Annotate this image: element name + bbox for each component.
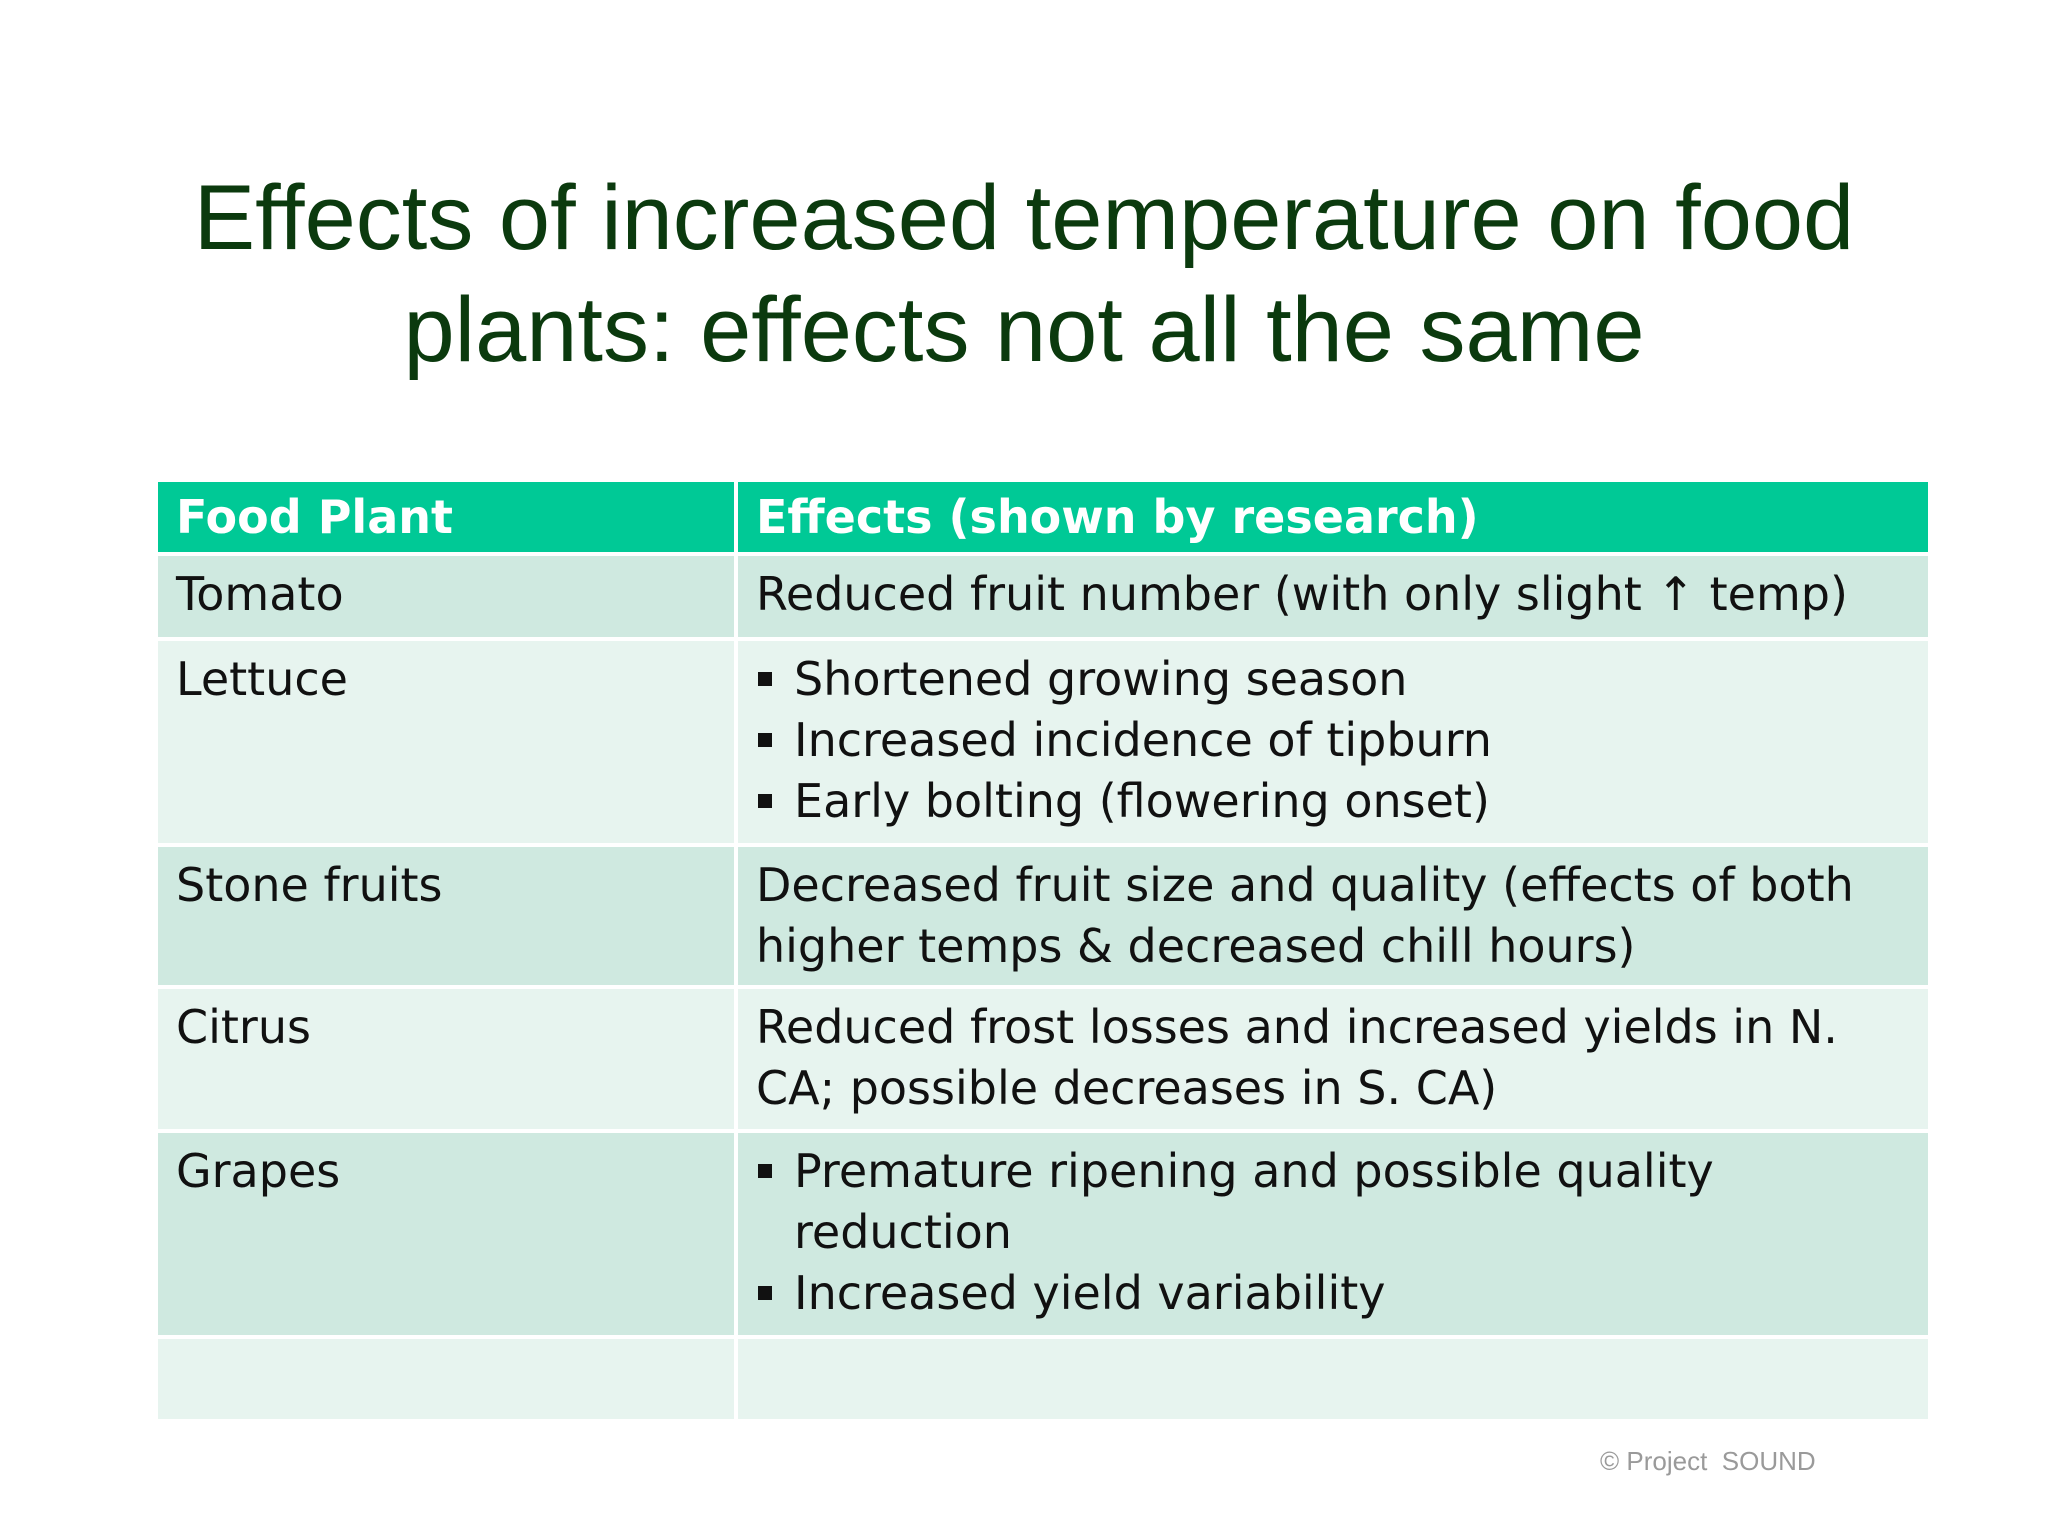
square-bullet-icon <box>758 1286 772 1300</box>
effect-cell: Shortened growing season Increased incid… <box>734 637 1932 847</box>
title-line-1: Effects of increased temperature on food <box>193 167 1855 269</box>
empty-cell <box>154 1335 738 1423</box>
table-row: Citrus Reduced frost losses and increase… <box>154 985 1932 1133</box>
header-food-plant: Food Plant <box>154 478 738 556</box>
plant-cell: Lettuce <box>154 637 738 847</box>
slide-title: Effects of increased temperature on food… <box>150 162 1898 386</box>
table-row: Stone fruits Decreased fruit size and qu… <box>154 843 1932 989</box>
effect-cell: Reduced fruit number (with only slight ↑… <box>734 552 1932 641</box>
plant-cell: Citrus <box>154 985 738 1133</box>
effect-cell: Reduced frost losses and increased yield… <box>734 985 1932 1133</box>
square-bullet-icon <box>758 672 772 686</box>
empty-cell <box>734 1335 1932 1423</box>
list-item: Increased incidence of tipburn <box>756 710 1910 771</box>
header-effects: Effects (shown by research) <box>734 478 1932 556</box>
table-row: Grapes Premature ripening and possible q… <box>154 1129 1932 1339</box>
list-item: Early bolting (flowering onset) <box>756 771 1910 832</box>
title-line-2: plants: effects not all the same <box>403 279 1645 381</box>
table-header-row: Food Plant Effects (shown by research) <box>154 478 1932 556</box>
list-item: Premature ripening and possible quality … <box>756 1141 1910 1263</box>
effect-list: Shortened growing season Increased incid… <box>756 649 1910 832</box>
effect-cell: Premature ripening and possible quality … <box>734 1129 1932 1339</box>
table-row: Tomato Reduced fruit number (with only s… <box>154 552 1932 641</box>
square-bullet-icon <box>758 733 772 747</box>
plant-cell: Stone fruits <box>154 843 738 989</box>
table-row: Lettuce Shortened growing season Increas… <box>154 637 1932 847</box>
effect-text: Shortened growing season <box>794 652 1408 706</box>
list-item: Shortened growing season <box>756 649 1910 710</box>
empty-table-row <box>154 1335 1932 1423</box>
square-bullet-icon <box>758 1164 772 1178</box>
effect-text: Early bolting (flowering onset) <box>794 774 1490 828</box>
effect-cell: Decreased fruit size and quality (effect… <box>734 843 1932 989</box>
list-item: Increased yield variability <box>756 1263 1910 1324</box>
effect-list: Premature ripening and possible quality … <box>756 1141 1910 1324</box>
plant-cell: Grapes <box>154 1129 738 1339</box>
plant-cell: Tomato <box>154 552 738 641</box>
effects-table: Food Plant Effects (shown by research) T… <box>154 478 1932 1423</box>
copyright-notice: © Project SOUND <box>1600 1446 1816 1476</box>
effect-text: Increased yield variability <box>794 1266 1386 1320</box>
effect-text: Increased incidence of tipburn <box>794 713 1492 767</box>
effect-text: Premature ripening and possible quality … <box>794 1144 1714 1259</box>
square-bullet-icon <box>758 794 772 808</box>
